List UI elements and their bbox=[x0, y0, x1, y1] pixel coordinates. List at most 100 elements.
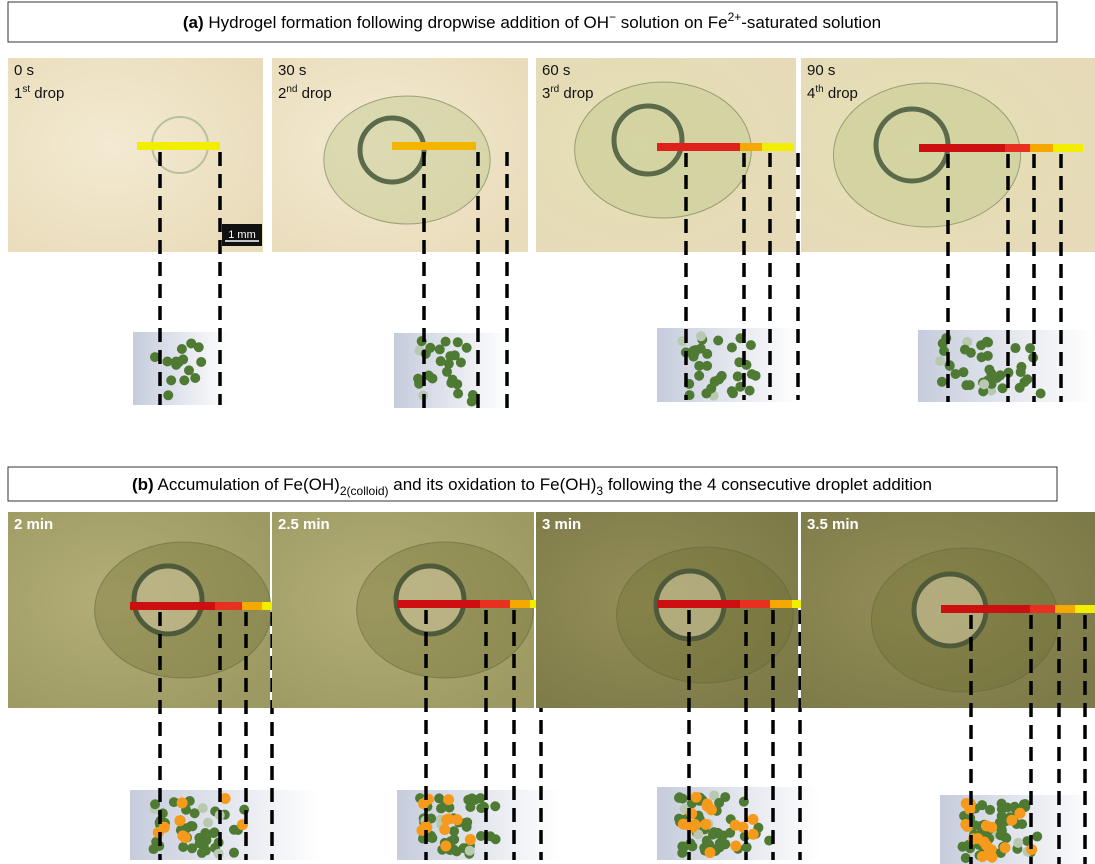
particle bbox=[746, 340, 756, 350]
time-label: 30 s bbox=[278, 62, 306, 79]
bar-segment bbox=[1005, 144, 1030, 152]
particle bbox=[171, 357, 181, 367]
bar-segment bbox=[941, 605, 1030, 613]
particle bbox=[688, 352, 698, 362]
particle bbox=[198, 803, 208, 813]
oxidized-particle bbox=[443, 813, 454, 824]
particle bbox=[453, 389, 463, 399]
particle-box bbox=[133, 332, 230, 405]
particle bbox=[446, 378, 456, 388]
particle bbox=[717, 830, 727, 840]
oxidized-particle bbox=[440, 841, 451, 852]
oxidized-particle bbox=[700, 819, 711, 830]
oxidized-particle bbox=[177, 830, 188, 841]
gel-region bbox=[833, 83, 1020, 227]
frame: 60 s 3rd drop bbox=[536, 58, 796, 252]
particle bbox=[694, 361, 704, 371]
drop-label: 2nd drop bbox=[278, 84, 332, 102]
oxidized-particle bbox=[439, 824, 450, 835]
particle bbox=[441, 337, 451, 347]
bar-segment bbox=[1030, 605, 1055, 613]
bar-segment bbox=[130, 602, 215, 610]
drop-word: drop bbox=[297, 85, 331, 102]
drop-number: 3 bbox=[542, 85, 550, 102]
particle bbox=[197, 848, 207, 858]
particle bbox=[745, 386, 755, 396]
particle bbox=[1025, 343, 1035, 353]
particle bbox=[196, 357, 206, 367]
oxidized-particle bbox=[1006, 815, 1017, 826]
particle bbox=[984, 365, 994, 375]
particle bbox=[694, 371, 704, 381]
particle bbox=[982, 337, 992, 347]
time-label: 2.5 min bbox=[278, 516, 330, 533]
drop-word: drop bbox=[30, 85, 64, 102]
drop-label: 1st drop bbox=[14, 84, 64, 102]
bar-segment bbox=[657, 600, 740, 608]
bar-segment bbox=[1030, 144, 1053, 152]
particle bbox=[178, 842, 188, 852]
bar-segment bbox=[740, 600, 770, 608]
frame: 30 s 2nd drop bbox=[272, 58, 528, 252]
particle bbox=[706, 383, 716, 393]
drop-number: 4 bbox=[807, 85, 815, 102]
bar-segment bbox=[510, 600, 530, 608]
drop-label: 4th drop bbox=[807, 84, 858, 102]
particle bbox=[720, 839, 730, 849]
bar-segment bbox=[397, 600, 480, 608]
particle bbox=[720, 792, 730, 802]
gel-region bbox=[324, 96, 490, 224]
particle bbox=[961, 380, 971, 390]
drop-label: 3rd drop bbox=[542, 84, 593, 102]
particle bbox=[184, 365, 194, 375]
oxidized-particle bbox=[177, 797, 188, 808]
particle bbox=[717, 371, 727, 381]
particle bbox=[1016, 362, 1026, 372]
scale-bar-label: 1 mm bbox=[228, 229, 256, 241]
particle bbox=[728, 388, 738, 398]
bar-segment bbox=[657, 143, 740, 151]
time-label: 3 min bbox=[542, 516, 581, 533]
oxidized-particle bbox=[691, 792, 702, 803]
particle bbox=[166, 375, 176, 385]
time-label: 60 s bbox=[542, 62, 570, 79]
particle bbox=[209, 827, 219, 837]
oxidized-particle bbox=[999, 842, 1010, 853]
particle bbox=[186, 338, 196, 348]
particle bbox=[462, 343, 472, 353]
bar-segment bbox=[480, 600, 510, 608]
particle bbox=[995, 370, 1005, 380]
particle bbox=[727, 343, 737, 353]
figure: (a) Hydrogel formation following dropwis… bbox=[0, 0, 1095, 864]
bar-segment bbox=[1075, 605, 1095, 613]
frame: 3 min bbox=[536, 512, 798, 708]
particle bbox=[229, 848, 239, 858]
bar-segment bbox=[770, 600, 792, 608]
particle bbox=[966, 348, 976, 358]
particle bbox=[163, 390, 173, 400]
particle bbox=[951, 369, 961, 379]
particle-box bbox=[394, 333, 510, 408]
particle bbox=[1010, 343, 1020, 353]
particle bbox=[935, 356, 945, 366]
particle bbox=[162, 357, 172, 367]
particle bbox=[179, 375, 189, 385]
oxidized-particle bbox=[678, 819, 689, 830]
drop-word: drop bbox=[824, 85, 858, 102]
bar-segment bbox=[137, 142, 220, 150]
time-label: 2 min bbox=[14, 516, 53, 533]
particle bbox=[188, 821, 198, 831]
frame: 2.5 min bbox=[272, 512, 534, 708]
particle bbox=[713, 336, 723, 346]
particle bbox=[733, 371, 743, 381]
bar-segment bbox=[392, 142, 476, 150]
particle bbox=[678, 794, 688, 804]
particle bbox=[465, 846, 475, 856]
particle bbox=[456, 357, 466, 367]
particle bbox=[937, 377, 947, 387]
particle bbox=[462, 822, 472, 832]
particle bbox=[1013, 838, 1023, 848]
oxidized-particle bbox=[174, 815, 185, 826]
particle bbox=[1032, 831, 1042, 841]
